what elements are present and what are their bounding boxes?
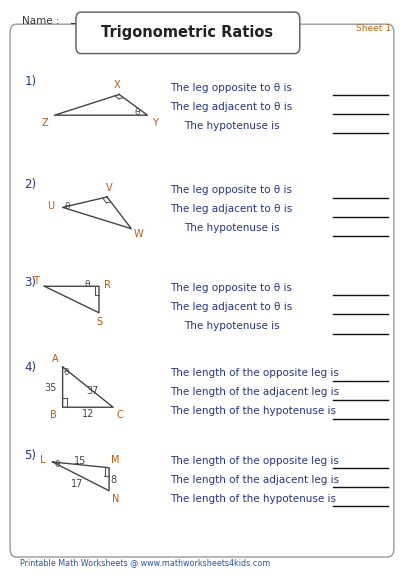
Text: The leg opposite to θ is: The leg opposite to θ is	[170, 283, 292, 293]
Text: The length of the opposite leg is: The length of the opposite leg is	[170, 368, 339, 378]
Text: 12: 12	[82, 409, 94, 419]
Text: The length of the hypotenuse is: The length of the hypotenuse is	[170, 494, 336, 504]
Text: θ: θ	[65, 202, 70, 211]
Text: W: W	[134, 229, 143, 240]
Text: Sheet 1: Sheet 1	[356, 24, 391, 33]
Text: C: C	[116, 410, 123, 420]
Text: B: B	[50, 410, 57, 420]
Text: N: N	[112, 494, 119, 504]
Text: T: T	[33, 275, 38, 286]
Text: θ: θ	[135, 108, 140, 117]
Text: The length of the adjacent leg is: The length of the adjacent leg is	[170, 387, 339, 397]
Text: A: A	[52, 354, 59, 365]
Text: 3): 3)	[24, 276, 36, 289]
Text: The length of the adjacent leg is: The length of the adjacent leg is	[170, 475, 339, 485]
Text: 17: 17	[72, 479, 84, 489]
Text: The length of the opposite leg is: The length of the opposite leg is	[170, 456, 339, 466]
Text: The hypotenuse is: The hypotenuse is	[184, 321, 280, 331]
Text: 1): 1)	[24, 75, 36, 88]
Text: The hypotenuse is: The hypotenuse is	[184, 120, 280, 131]
Text: The length of the hypotenuse is: The length of the hypotenuse is	[170, 406, 336, 416]
Text: 8: 8	[111, 475, 117, 485]
Text: V: V	[106, 183, 112, 194]
Text: 4): 4)	[24, 361, 36, 374]
Text: L: L	[40, 454, 45, 465]
Text: The leg opposite to θ is: The leg opposite to θ is	[170, 185, 292, 195]
Text: 37: 37	[86, 385, 98, 396]
Text: Name :: Name :	[22, 16, 60, 26]
Text: U: U	[47, 200, 54, 211]
Text: θ: θ	[55, 460, 60, 469]
Text: The leg adjacent to θ is: The leg adjacent to θ is	[170, 101, 292, 112]
Text: The leg adjacent to θ is: The leg adjacent to θ is	[170, 302, 292, 312]
Text: 15: 15	[74, 456, 86, 466]
Text: S: S	[96, 317, 102, 327]
Text: 35: 35	[44, 383, 57, 393]
FancyBboxPatch shape	[76, 12, 300, 54]
Text: The hypotenuse is: The hypotenuse is	[184, 223, 280, 233]
Text: Z: Z	[41, 118, 48, 128]
Text: R: R	[103, 279, 111, 290]
Text: X: X	[114, 80, 120, 90]
Text: θ: θ	[84, 280, 90, 289]
Text: 5): 5)	[24, 449, 36, 461]
Text: The leg adjacent to θ is: The leg adjacent to θ is	[170, 204, 292, 214]
Text: 2): 2)	[24, 178, 36, 191]
Text: M: M	[111, 455, 120, 465]
Text: Trigonometric Ratios: Trigonometric Ratios	[101, 25, 273, 40]
Text: θ: θ	[64, 368, 69, 377]
Text: The leg opposite to θ is: The leg opposite to θ is	[170, 82, 292, 93]
FancyBboxPatch shape	[10, 24, 394, 557]
Text: Y: Y	[152, 118, 158, 128]
Text: Printable Math Worksheets @ www.mathworksheets4kids.com: Printable Math Worksheets @ www.mathwork…	[20, 558, 270, 567]
